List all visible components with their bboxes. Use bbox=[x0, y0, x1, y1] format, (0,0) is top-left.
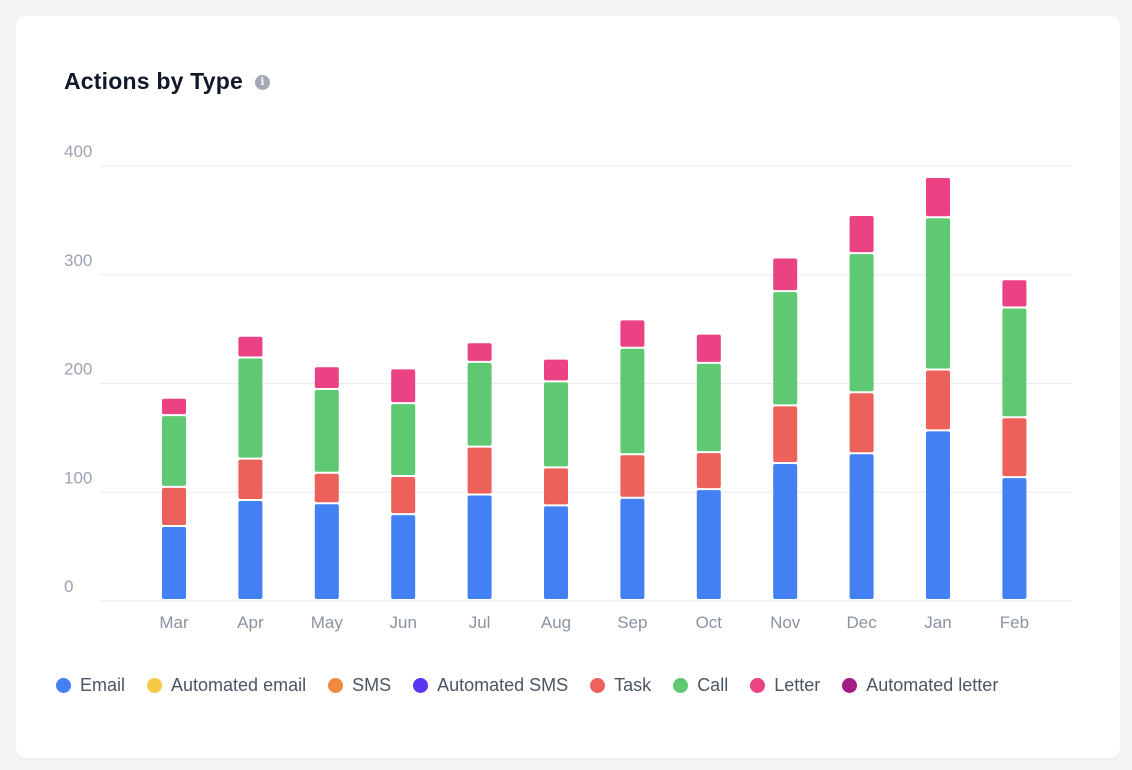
bar-segment-call[interactable] bbox=[238, 358, 263, 458]
bar-segment-task[interactable] bbox=[238, 459, 263, 499]
legend-label: Automated SMS bbox=[437, 675, 569, 695]
legend-dot-icon bbox=[56, 678, 71, 693]
legend-dot-icon bbox=[328, 678, 344, 693]
x-tick-label: Jan bbox=[924, 613, 951, 632]
bar-segment-call[interactable] bbox=[1002, 308, 1027, 417]
bar-segment-letter[interactable] bbox=[773, 258, 798, 291]
legend-item-automated-sms[interactable]: Automated SMS bbox=[413, 675, 568, 696]
bar-segment-call[interactable] bbox=[162, 416, 186, 486]
bar-segment-letter[interactable] bbox=[1002, 280, 1027, 307]
bar-segment-task[interactable] bbox=[1002, 418, 1027, 477]
bar-segment-task[interactable] bbox=[849, 393, 874, 453]
bar-segment-task[interactable] bbox=[314, 473, 339, 503]
bar-segment-letter[interactable] bbox=[391, 369, 416, 403]
legend-dot-icon bbox=[147, 678, 163, 693]
x-tick-label: May bbox=[311, 613, 344, 632]
bar-segment-email[interactable] bbox=[696, 490, 721, 599]
bar-segment-email[interactable] bbox=[544, 506, 568, 599]
bar-segment-task[interactable] bbox=[162, 487, 186, 526]
legend-item-automated-email[interactable]: Automated email bbox=[147, 675, 306, 696]
bar-segment-call[interactable] bbox=[314, 390, 339, 472]
bar-segment-call[interactable] bbox=[620, 348, 645, 454]
bar-segment-email[interactable] bbox=[467, 495, 492, 599]
x-tick-label: Oct bbox=[696, 613, 723, 632]
legend-dot-icon bbox=[413, 678, 429, 693]
legend-item-call[interactable]: Call bbox=[673, 675, 728, 696]
legend-item-letter[interactable]: Letter bbox=[750, 675, 820, 696]
bar-segment-email[interactable] bbox=[1002, 478, 1027, 599]
bar-segment-task[interactable] bbox=[773, 406, 798, 462]
info-icon[interactable]: i bbox=[254, 75, 270, 90]
bar-segment-letter[interactable] bbox=[926, 177, 950, 217]
legend-label: Email bbox=[80, 675, 126, 695]
legend-item-automated-letter[interactable]: Automated letter bbox=[842, 675, 998, 696]
bar-segment-email[interactable] bbox=[391, 515, 416, 599]
y-tick-label: 100 bbox=[64, 468, 92, 487]
bar-segment-email[interactable] bbox=[620, 498, 645, 599]
bar-segment-task[interactable] bbox=[620, 455, 645, 497]
bar-segment-task[interactable] bbox=[391, 477, 416, 514]
bar-segment-call[interactable] bbox=[467, 362, 492, 446]
legend-label: Automated letter bbox=[866, 675, 999, 695]
chart-title: Actions by Type bbox=[64, 68, 243, 94]
legend-label: Call bbox=[697, 675, 729, 695]
legend-label: Automated email bbox=[171, 675, 307, 695]
legend-item-sms[interactable]: SMS bbox=[328, 675, 391, 696]
x-tick-label: Nov bbox=[770, 613, 801, 632]
x-tick-label: Mar bbox=[159, 613, 189, 632]
legend-dot-icon bbox=[842, 678, 858, 693]
bar-segment-letter[interactable] bbox=[238, 336, 263, 357]
card-header: Actions by Type i bbox=[64, 68, 270, 95]
bar-segment-letter[interactable] bbox=[162, 398, 186, 415]
legend-label: SMS bbox=[352, 675, 392, 695]
y-tick-label: 300 bbox=[64, 251, 92, 270]
bar-segment-letter[interactable] bbox=[544, 359, 568, 381]
bar-segment-call[interactable] bbox=[773, 292, 798, 405]
legend-label: Letter bbox=[774, 675, 821, 695]
bar-segment-call[interactable] bbox=[391, 404, 416, 476]
bar-segment-call[interactable] bbox=[926, 218, 950, 369]
x-tick-label: Apr bbox=[237, 613, 264, 632]
bar-segment-email[interactable] bbox=[773, 463, 798, 599]
legend-item-email[interactable]: Email bbox=[56, 675, 125, 696]
legend-dot-icon bbox=[750, 678, 766, 693]
bar-segment-email[interactable] bbox=[314, 504, 339, 599]
bar-segment-letter[interactable] bbox=[314, 367, 339, 389]
bar-segment-email[interactable] bbox=[849, 454, 874, 599]
x-tick-label: Jun bbox=[389, 613, 416, 632]
x-tick-label: Dec bbox=[846, 613, 877, 632]
y-tick-label: 200 bbox=[64, 360, 92, 379]
legend-label: Task bbox=[614, 675, 652, 695]
bar-segment-call[interactable] bbox=[544, 382, 568, 467]
bar-segment-letter[interactable] bbox=[467, 343, 492, 361]
bar-segment-letter[interactable] bbox=[696, 334, 721, 362]
bar-segment-email[interactable] bbox=[926, 431, 950, 599]
bar-segment-letter[interactable] bbox=[849, 216, 874, 253]
bar-segment-task[interactable] bbox=[696, 453, 721, 489]
chart-legend: Email Automated email SMS Automated SMS Task… bbox=[56, 675, 998, 696]
legend-item-task[interactable]: Task bbox=[590, 675, 651, 696]
bar-segment-call[interactable] bbox=[696, 363, 721, 452]
bar-segment-email[interactable] bbox=[238, 500, 263, 599]
bar-segment-call[interactable] bbox=[849, 254, 874, 392]
bar-segment-task[interactable] bbox=[926, 370, 950, 430]
x-tick-label: Jul bbox=[469, 613, 491, 632]
bar-segment-letter[interactable] bbox=[620, 320, 645, 347]
bar-segment-task[interactable] bbox=[544, 468, 568, 505]
x-tick-label: Feb bbox=[1000, 613, 1029, 632]
y-tick-label: 400 bbox=[64, 142, 92, 161]
x-tick-label: Sep bbox=[617, 613, 647, 632]
legend-dot-icon bbox=[590, 678, 606, 693]
legend-dot-icon bbox=[673, 678, 689, 693]
bar-segment-task[interactable] bbox=[467, 447, 492, 494]
y-tick-label: 0 bbox=[64, 577, 73, 596]
bar-segment-email[interactable] bbox=[162, 527, 186, 599]
x-tick-label: Aug bbox=[541, 613, 571, 632]
